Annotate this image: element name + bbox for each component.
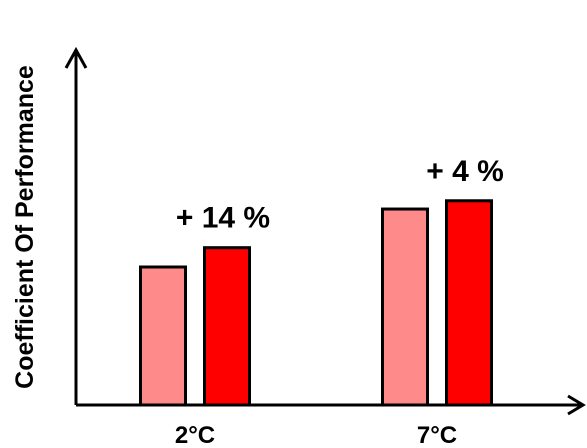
annotation-1: + 4 % (426, 155, 504, 188)
bar-0-1 (203, 246, 251, 407)
annotation-0: + 14 % (176, 202, 270, 235)
bar-1-0 (381, 207, 429, 407)
x-tick-label-1: 7°C (417, 422, 457, 448)
x-tick-label-0: 2°C (175, 422, 215, 448)
y-axis-arrow-head (64, 46, 88, 69)
x-tick-labels: 2°C 7°C (175, 422, 457, 448)
bars-group (139, 199, 493, 407)
annotations-group: + 14 % + 4 % (176, 155, 504, 235)
bar-0-0 (139, 265, 187, 407)
x-axis-arrow-head (567, 394, 586, 416)
y-axis-label: Coefficient Of Performance (11, 65, 39, 389)
bar-1-1 (445, 199, 493, 407)
